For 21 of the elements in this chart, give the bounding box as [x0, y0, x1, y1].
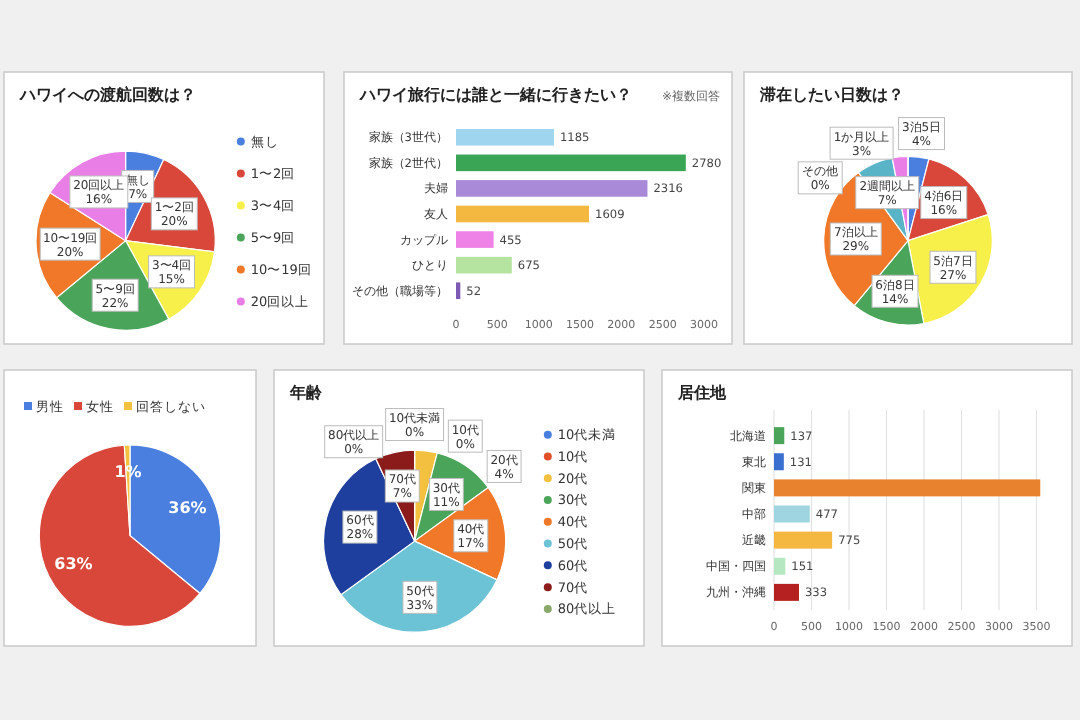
data-label: 36%	[168, 498, 207, 517]
bar	[456, 180, 648, 197]
chart-title: ハワイ旅行には誰と一緒に行きたい？	[358, 86, 632, 104]
bar	[774, 479, 1041, 497]
chart-title: 居住地	[676, 384, 728, 402]
bar	[774, 531, 833, 549]
bar	[456, 128, 554, 146]
data-label: 1%	[114, 462, 142, 481]
chart-title: 年齢	[288, 384, 324, 402]
data-label: 63%	[54, 554, 93, 573]
bar	[774, 453, 784, 471]
bar	[456, 256, 512, 274]
bar	[774, 557, 786, 575]
bar	[456, 154, 686, 172]
bar	[774, 583, 799, 601]
chart-title: ハワイへの渡航回数は？	[18, 84, 196, 104]
chart-title: 滞在したい日数は？	[758, 86, 904, 104]
bar	[456, 231, 494, 248]
bar	[456, 205, 590, 223]
bar	[774, 505, 810, 523]
bar	[774, 427, 785, 445]
